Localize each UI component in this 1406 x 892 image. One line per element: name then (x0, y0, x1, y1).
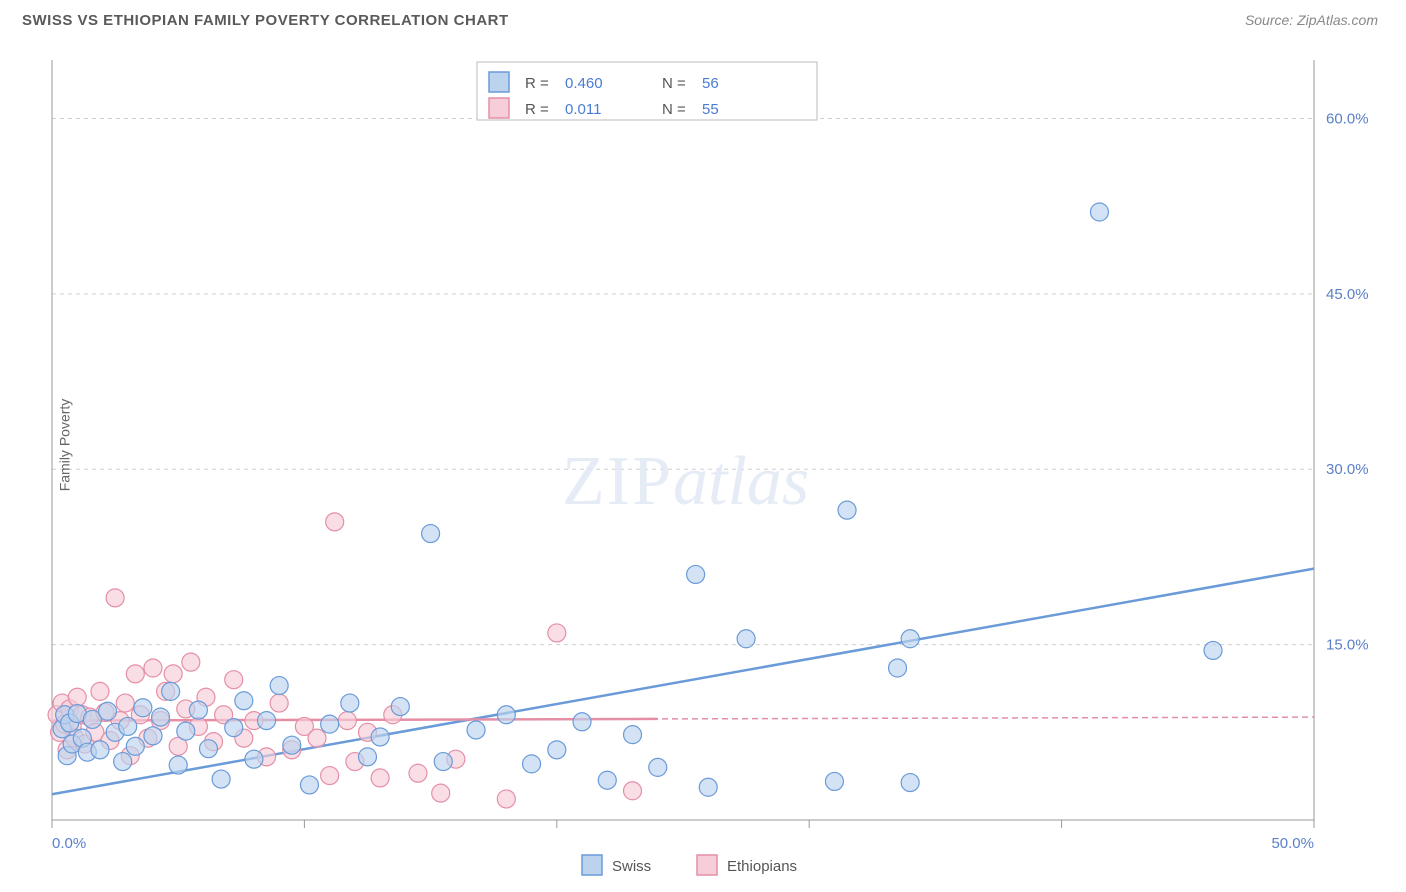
legend-series-label: Swiss (612, 858, 651, 875)
legend-swatch (489, 72, 509, 92)
data-point (497, 706, 515, 724)
data-point (162, 682, 180, 700)
data-point (258, 712, 276, 730)
data-point (283, 736, 301, 754)
data-point (199, 740, 217, 758)
data-point (235, 692, 253, 710)
data-point (106, 589, 124, 607)
data-point (144, 727, 162, 745)
data-point (901, 774, 919, 792)
data-point (901, 630, 919, 648)
data-point (134, 699, 152, 717)
data-point (152, 708, 170, 726)
data-point (338, 712, 356, 730)
legend-swatch (489, 98, 509, 118)
data-point (91, 682, 109, 700)
data-point (889, 659, 907, 677)
data-point (737, 630, 755, 648)
data-point (270, 677, 288, 695)
legend-n-label: N = (662, 75, 686, 92)
legend-n-label: N = (662, 101, 686, 118)
data-point (598, 771, 616, 789)
data-point (321, 715, 339, 733)
y-tick-label: 15.0% (1326, 637, 1369, 654)
data-point (1090, 203, 1108, 221)
data-point (212, 770, 230, 788)
y-axis-label: Family Poverty (56, 399, 72, 492)
data-point (838, 501, 856, 519)
data-point (391, 698, 409, 716)
legend-n-value: 55 (702, 101, 719, 118)
legend-swatch (697, 855, 717, 875)
y-tick-label: 45.0% (1326, 286, 1369, 303)
data-point (164, 665, 182, 683)
data-point (687, 565, 705, 583)
data-point (699, 778, 717, 796)
y-tick-label: 30.0% (1326, 461, 1369, 478)
data-point (497, 790, 515, 808)
y-tick-label: 60.0% (1326, 110, 1369, 127)
data-point (245, 750, 263, 768)
data-point (467, 721, 485, 739)
legend-r-label: R = (525, 75, 549, 92)
data-point (326, 513, 344, 531)
data-point (624, 726, 642, 744)
legend-r-value: 0.011 (565, 101, 601, 118)
data-point (371, 769, 389, 787)
data-point (182, 653, 200, 671)
data-point (432, 784, 450, 802)
data-point (1204, 641, 1222, 659)
data-point (341, 694, 359, 712)
data-point (300, 776, 318, 794)
data-point (126, 665, 144, 683)
data-point (825, 772, 843, 790)
data-point (114, 753, 132, 771)
data-point (548, 624, 566, 642)
chart-container: Family Poverty ZIPatlas 15.0%30.0%45.0%6… (22, 50, 1382, 840)
data-point (68, 688, 86, 706)
data-point (371, 728, 389, 746)
scatter-chart: 15.0% 30.0% 45.0% 60.0% 0.0% 50.0% R = 0.460 N =… (22, 50, 1382, 886)
data-point (321, 767, 339, 785)
data-point (177, 722, 195, 740)
data-point (169, 756, 187, 774)
data-point (225, 719, 243, 737)
data-point (308, 729, 326, 747)
data-point (126, 737, 144, 755)
data-point (144, 659, 162, 677)
data-point (422, 525, 440, 543)
legend-swatch (582, 855, 602, 875)
legend-r-label: R = (525, 101, 549, 118)
x-tick-label: 0.0% (52, 835, 86, 852)
data-point (91, 741, 109, 759)
data-point (119, 717, 137, 735)
x-tick-label: 50.0% (1271, 835, 1314, 852)
data-point (523, 755, 541, 773)
data-point (434, 753, 452, 771)
data-point (548, 741, 566, 759)
chart-title: SWISS VS ETHIOPIAN FAMILY POVERTY CORREL… (22, 12, 509, 29)
data-point (649, 758, 667, 776)
data-point (189, 701, 207, 719)
data-point (359, 748, 377, 766)
source-label: Source: ZipAtlas.com (1245, 12, 1378, 29)
legend-n-value: 56 (702, 75, 719, 92)
legend-series-label: Ethiopians (727, 858, 797, 875)
data-point (225, 671, 243, 689)
data-point (116, 694, 134, 712)
data-point (624, 782, 642, 800)
data-point (573, 713, 591, 731)
legend-r-value: 0.460 (565, 75, 603, 92)
data-point (270, 694, 288, 712)
data-point (409, 764, 427, 782)
data-point (99, 702, 117, 720)
